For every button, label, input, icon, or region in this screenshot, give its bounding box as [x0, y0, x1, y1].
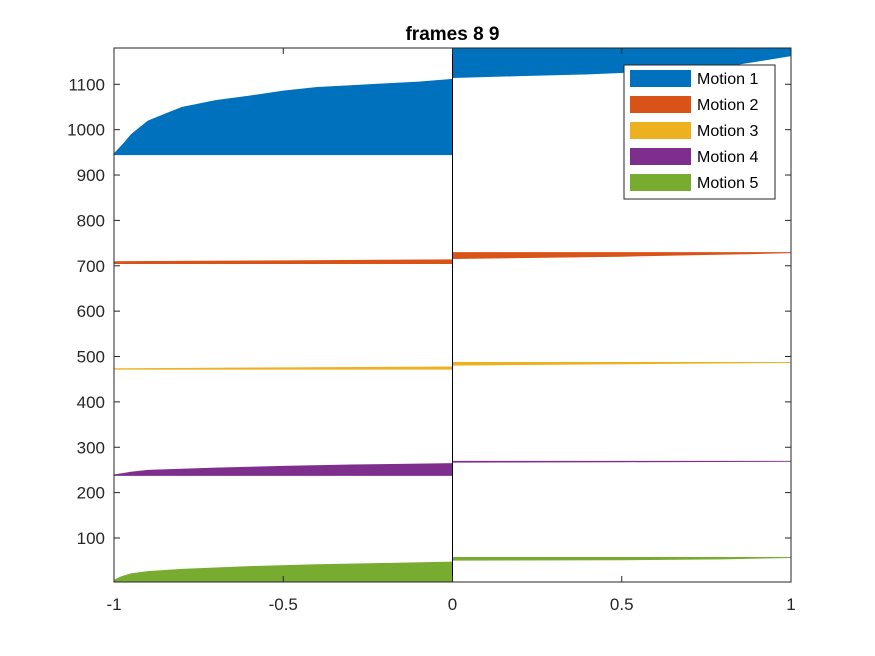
- y-tick-label: 900: [77, 166, 105, 185]
- legend[interactable]: Motion 1 Motion 2 Motion 3 Motion 4 Motion 5: [623, 64, 776, 200]
- motion-1-right-area: [452, 48, 791, 78]
- y-tick-label: 100: [77, 529, 105, 548]
- x-tick-label: 1: [786, 595, 795, 614]
- motion-2-left-area: [114, 259, 453, 264]
- x-tick-label: -0.5: [269, 595, 298, 614]
- series-areas: [114, 48, 791, 582]
- legend-label-motion-5: Motion 5: [697, 175, 758, 192]
- motion-4-right-area: [452, 460, 791, 463]
- motion-5-right-area: [452, 557, 791, 561]
- y-tick-label: 1000: [67, 121, 105, 140]
- motion-2-right-area: [452, 252, 791, 259]
- x-tick-label: 0.5: [610, 595, 634, 614]
- legend-swatch-motion-3: [630, 122, 691, 139]
- legend-label-motion-1: Motion 1: [697, 71, 758, 88]
- y-tick-label: 200: [77, 484, 105, 503]
- legend-swatch-motion-4: [630, 148, 691, 165]
- legend-label-motion-3: Motion 3: [697, 123, 758, 140]
- legend-label-motion-2: Motion 2: [697, 97, 758, 114]
- motion-1-left-area: [114, 78, 453, 156]
- legend-swatch-motion-5: [630, 174, 691, 191]
- x-tick-label: 0: [448, 595, 457, 614]
- chart-title: frames 8 9: [405, 24, 499, 45]
- y-tick-label: 400: [77, 393, 105, 412]
- y-tick-label: 300: [77, 438, 105, 457]
- legend-swatch-motion-2: [630, 96, 691, 113]
- y-tick-label: 600: [77, 302, 105, 321]
- motion-5-left-area: [114, 561, 453, 582]
- y-tick-label: 800: [77, 211, 105, 230]
- x-tick-label: -1: [106, 595, 121, 614]
- y-tick-label: 1100: [68, 75, 105, 94]
- y-tick-label: 500: [77, 348, 105, 367]
- legend-swatch-motion-1: [630, 70, 691, 87]
- y-tick-label: 700: [77, 257, 105, 276]
- axis-ticks: -1 -0.5 0 0.5 110020030040050060070080090010…: [67, 48, 796, 614]
- motion-4-left-area: [114, 463, 453, 476]
- motion-3-right-area: [452, 361, 791, 366]
- legend-label-motion-4: Motion 4: [697, 149, 758, 166]
- motion-3-left-area: [114, 366, 453, 370]
